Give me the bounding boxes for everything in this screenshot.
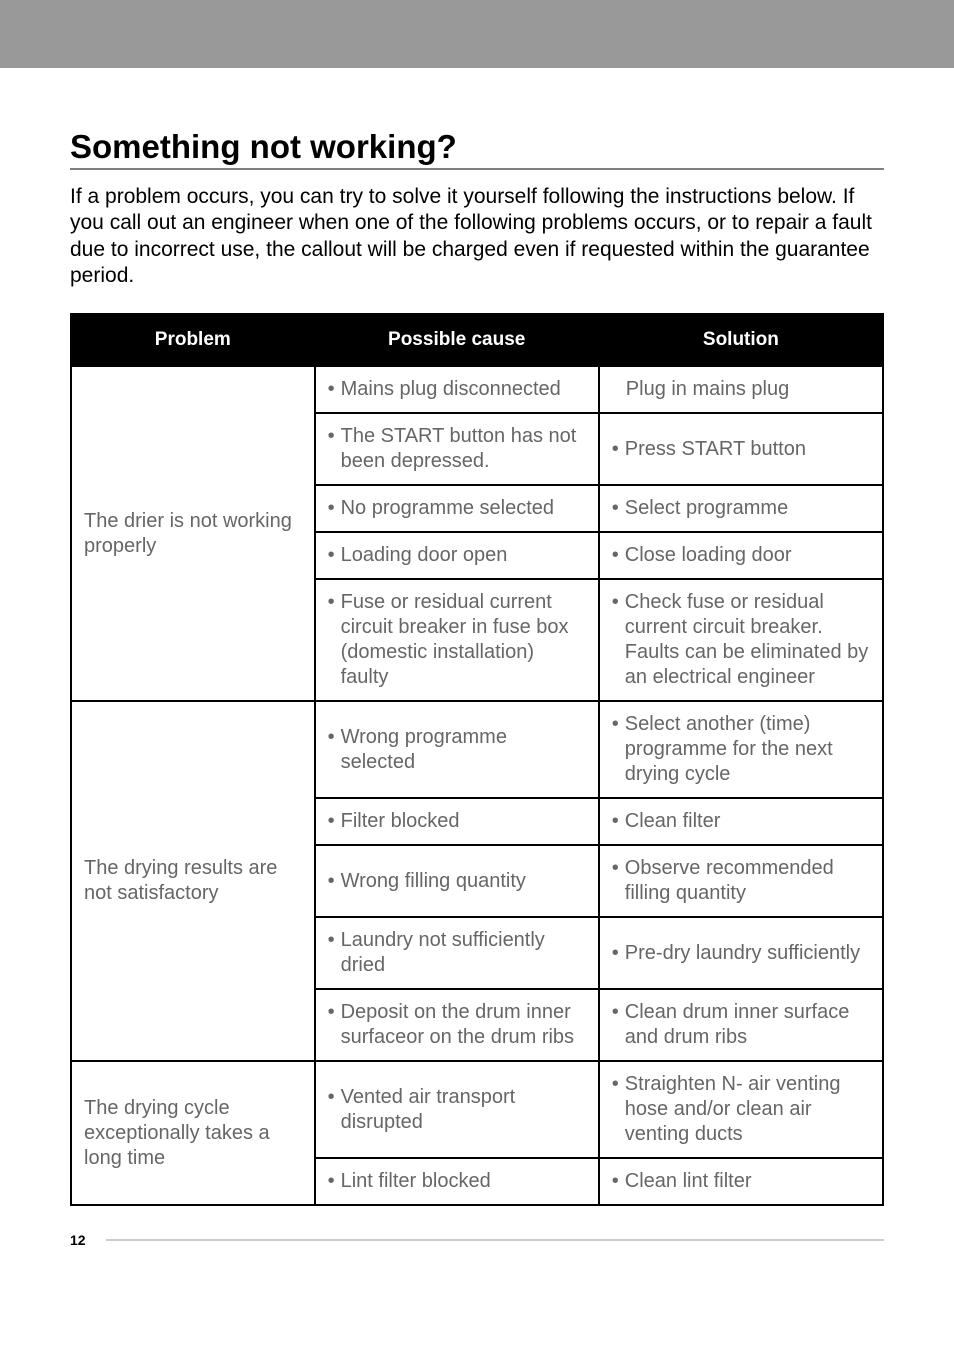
- cause-cell: •Wrong filling quantity: [315, 845, 599, 917]
- solution-cell: •Select another (time) programme for the…: [599, 701, 883, 798]
- cause-cell: •Lint filter blocked: [315, 1158, 599, 1205]
- solution-cell: •Close loading door: [599, 532, 883, 579]
- top-banner: [0, 0, 954, 68]
- problem-cell: The drying cycle exceptionally takes a l…: [71, 1061, 315, 1205]
- footer-rule: [106, 1239, 884, 1241]
- solution-cell: •Select programme: [599, 485, 883, 532]
- problem-cell: The drier is not working properly: [71, 366, 315, 701]
- cause-cell: •No programme selected: [315, 485, 599, 532]
- page-number: 12: [70, 1232, 86, 1248]
- intro-paragraph: If a problem occurs, you can try to solv…: [70, 184, 884, 289]
- cause-cell: •Deposit on the drum inner surfaceor on …: [315, 989, 599, 1061]
- solution-cell: •Observe recommended filling quantity: [599, 845, 883, 917]
- solution-cell: •Clean lint filter: [599, 1158, 883, 1205]
- cause-cell: •Mains plug disconnected: [315, 366, 599, 413]
- solution-cell: •Clean filter: [599, 798, 883, 845]
- table-row: The drying cycle exceptionally takes a l…: [71, 1061, 883, 1158]
- cause-cell: •Vented air transport disrupted: [315, 1061, 599, 1158]
- col-cause: Possible cause: [315, 314, 599, 366]
- solution-cell: •Clean drum inner surface and drum ribs: [599, 989, 883, 1061]
- cause-cell: •Wrong programme selected: [315, 701, 599, 798]
- page-content: Something not working? If a problem occu…: [0, 68, 954, 1226]
- cause-cell: •Fuse or residual current circuit breake…: [315, 579, 599, 701]
- cause-cell: •The START button has not been depressed…: [315, 413, 599, 485]
- cause-cell: •Filter blocked: [315, 798, 599, 845]
- cause-cell: •Loading door open: [315, 532, 599, 579]
- troubleshoot-table: Problem Possible cause Solution The drie…: [70, 313, 884, 1206]
- solution-cell: •Pre-dry laundry sufficiently: [599, 917, 883, 989]
- page-title: Something not working?: [70, 128, 884, 170]
- table-row: The drying results are not satisfactory …: [71, 701, 883, 798]
- solution-cell: •Press START button: [599, 413, 883, 485]
- page-footer: 12: [0, 1226, 954, 1248]
- table-row: The drier is not working properly •Mains…: [71, 366, 883, 413]
- solution-cell: Plug in mains plug: [599, 366, 883, 413]
- problem-cell: The drying results are not satisfactory: [71, 701, 315, 1061]
- cause-cell: •Laundry not sufficiently dried: [315, 917, 599, 989]
- table-header-row: Problem Possible cause Solution: [71, 314, 883, 366]
- solution-cell: •Straighten N- air venting hose and/or c…: [599, 1061, 883, 1158]
- col-solution: Solution: [599, 314, 883, 366]
- solution-cell: •Check fuse or residual current circuit …: [599, 579, 883, 701]
- col-problem: Problem: [71, 314, 315, 366]
